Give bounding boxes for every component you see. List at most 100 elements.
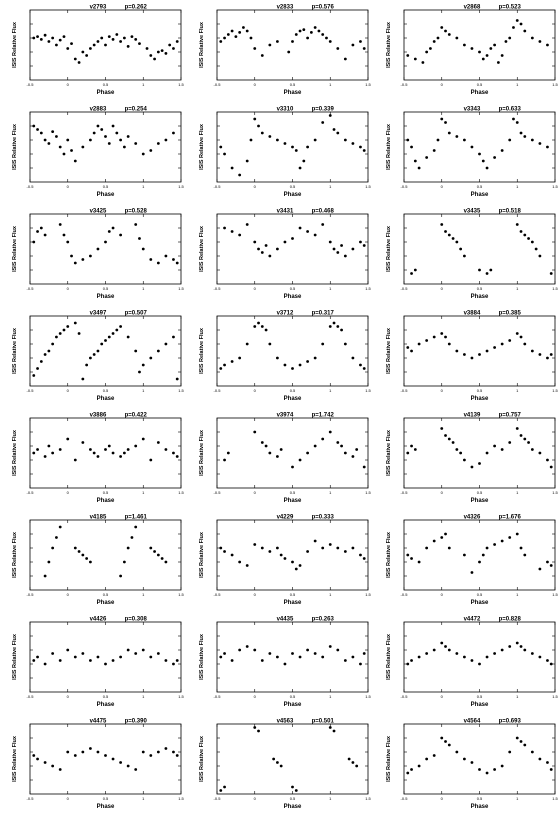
x-axis-label: Phase bbox=[471, 90, 489, 96]
data-point bbox=[417, 166, 421, 170]
data-point bbox=[81, 652, 85, 655]
data-point bbox=[470, 356, 474, 360]
x-tick-label: 1 bbox=[142, 184, 145, 189]
data-point bbox=[51, 130, 55, 133]
light-curve-panel-v4326: -0.5 0 0.5 1 1.5 v4326 p=1.676 Phase ISIS Relati… bbox=[386, 515, 559, 607]
data-point bbox=[238, 560, 242, 564]
data-point bbox=[47, 40, 51, 43]
data-point bbox=[425, 156, 429, 159]
x-tick-label: 0 bbox=[67, 796, 70, 801]
data-point bbox=[527, 237, 530, 240]
x-axis-label: Phase bbox=[284, 498, 302, 504]
data-point bbox=[81, 50, 85, 54]
data-point bbox=[546, 761, 549, 764]
data-point bbox=[447, 648, 451, 652]
x-tick-label: 0.5 bbox=[290, 592, 296, 597]
period-label: p=0.576 bbox=[312, 5, 335, 11]
data-point bbox=[485, 546, 489, 550]
data-point bbox=[302, 28, 306, 31]
data-point bbox=[134, 768, 138, 771]
data-point bbox=[508, 750, 512, 754]
data-point bbox=[164, 254, 168, 258]
x-tick-label: 1.5 bbox=[552, 184, 558, 189]
x-axis-label: Phase bbox=[97, 804, 115, 810]
data-point bbox=[134, 38, 138, 41]
y-axis-label: ISIS Relative Flux bbox=[386, 225, 392, 272]
data-point bbox=[530, 448, 534, 451]
data-point bbox=[149, 54, 153, 57]
data-point bbox=[362, 244, 366, 247]
data-point bbox=[359, 240, 362, 244]
data-point bbox=[138, 237, 141, 240]
plot-frame bbox=[216, 315, 369, 387]
x-tick-label: -0.5 bbox=[27, 796, 35, 801]
x-tick-label: 0.5 bbox=[290, 184, 296, 189]
data-point bbox=[156, 553, 160, 557]
data-point bbox=[512, 117, 515, 121]
light-curve-panel-v3435: -0.5 0 0.5 1 1.5 v3435 p=0.518 Phase ISIS Relati… bbox=[386, 209, 559, 301]
data-point bbox=[253, 240, 257, 244]
data-point bbox=[530, 138, 534, 142]
data-point bbox=[478, 662, 481, 666]
data-point bbox=[249, 36, 253, 40]
data-point bbox=[51, 652, 55, 655]
data-point bbox=[538, 254, 542, 258]
x-tick-label: 1.5 bbox=[178, 694, 184, 699]
data-point bbox=[489, 268, 493, 272]
data-point bbox=[463, 254, 466, 258]
data-point bbox=[43, 233, 47, 237]
data-point bbox=[444, 230, 447, 233]
x-axis-label: Phase bbox=[97, 600, 115, 606]
plot-frame bbox=[29, 723, 182, 795]
data-point bbox=[500, 648, 504, 652]
star-id-label: v3435 bbox=[464, 209, 481, 215]
x-tick-label: 0.5 bbox=[103, 592, 109, 597]
data-point bbox=[527, 441, 530, 444]
data-point bbox=[283, 240, 287, 244]
data-point bbox=[444, 645, 447, 648]
data-point bbox=[359, 40, 362, 43]
data-point bbox=[413, 448, 417, 451]
data-point bbox=[294, 789, 298, 792]
data-point bbox=[504, 40, 508, 43]
data-point bbox=[219, 40, 223, 43]
x-tick-label: 0.5 bbox=[290, 82, 296, 87]
data-point bbox=[172, 662, 175, 666]
data-point bbox=[156, 349, 160, 353]
data-point bbox=[276, 455, 279, 458]
x-axis-label: Phase bbox=[97, 396, 115, 402]
data-point bbox=[149, 546, 153, 550]
data-point bbox=[538, 142, 542, 145]
y-axis-label: ISIS Relative Flux bbox=[199, 123, 205, 170]
data-point bbox=[447, 131, 451, 135]
data-point bbox=[62, 328, 66, 332]
data-point bbox=[351, 546, 355, 550]
data-point bbox=[359, 662, 362, 666]
data-point bbox=[444, 532, 447, 536]
data-point bbox=[508, 441, 512, 444]
data-point bbox=[417, 655, 421, 659]
data-point bbox=[336, 131, 340, 135]
data-point bbox=[149, 258, 153, 261]
x-tick-label: 1.5 bbox=[178, 184, 184, 189]
data-point bbox=[336, 648, 340, 652]
data-point bbox=[164, 747, 168, 750]
data-point bbox=[470, 659, 474, 662]
data-point bbox=[92, 131, 96, 135]
data-point bbox=[119, 655, 122, 659]
data-point bbox=[283, 557, 287, 560]
x-tick-label: -0.5 bbox=[401, 796, 409, 801]
data-point bbox=[111, 451, 115, 455]
x-axis-label: Phase bbox=[471, 294, 489, 300]
data-point bbox=[508, 339, 512, 342]
data-point bbox=[164, 52, 168, 55]
data-point bbox=[172, 335, 175, 339]
data-point bbox=[436, 138, 440, 142]
data-point bbox=[340, 244, 343, 247]
y-axis-label: ISIS Relative Flux bbox=[386, 633, 392, 680]
data-point bbox=[276, 356, 279, 360]
data-point bbox=[470, 465, 474, 469]
data-point bbox=[455, 36, 459, 40]
data-point bbox=[156, 750, 160, 754]
plot-frame bbox=[216, 723, 369, 795]
